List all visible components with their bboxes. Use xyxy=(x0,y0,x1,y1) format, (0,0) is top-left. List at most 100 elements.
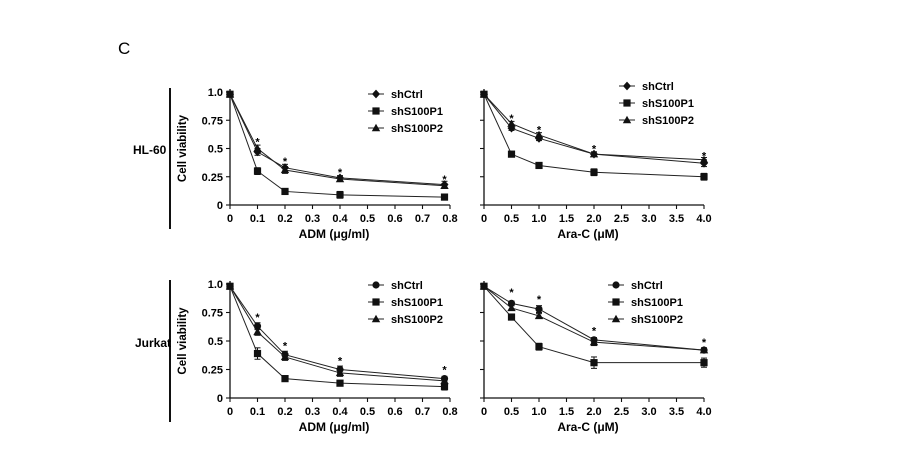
legend-label: shCtrl xyxy=(391,280,423,292)
y-tick-label: 0 xyxy=(217,200,223,212)
data-point xyxy=(699,345,709,354)
significance-star: * xyxy=(255,312,260,324)
data-point xyxy=(535,305,543,313)
data-point xyxy=(440,376,449,385)
x-tick-label: 0.1 xyxy=(250,213,265,225)
data-point xyxy=(507,313,516,321)
y-tick-label: 0.5 xyxy=(208,144,223,156)
data-point xyxy=(479,282,489,290)
significance-star: * xyxy=(702,150,707,162)
legend-item: shCtrl xyxy=(368,89,423,101)
legend-marker xyxy=(371,314,381,323)
legend-item: shCtrl xyxy=(608,280,663,292)
data-point xyxy=(253,167,262,175)
x-tick-label: 0.4 xyxy=(332,406,348,418)
x-tick-label: 0 xyxy=(227,406,233,418)
data-point xyxy=(535,343,543,351)
significance-star: * xyxy=(537,294,542,306)
significance-star: * xyxy=(702,337,707,349)
data-point xyxy=(225,90,235,98)
significance-star: * xyxy=(509,113,514,125)
y-axis-title: Cell viability xyxy=(177,307,189,375)
x-axis-title: Ara-C (μM) xyxy=(557,227,618,241)
legend-label: shCtrl xyxy=(642,81,674,93)
legend-label: shCtrl xyxy=(391,89,423,101)
legend-marker xyxy=(611,314,621,323)
x-tick-label: 3.5 xyxy=(669,213,684,225)
data-point xyxy=(281,187,289,196)
y-tick-label: 0.5 xyxy=(208,336,223,348)
data-point xyxy=(253,349,262,358)
data-point xyxy=(253,144,262,152)
legend-item: shS100P1 xyxy=(608,297,683,309)
data-point xyxy=(590,359,598,367)
legend-item: shS100P2 xyxy=(608,314,683,326)
x-tick-label: 0.8 xyxy=(442,406,457,418)
legend-label: shS100P1 xyxy=(642,98,694,110)
legend-marker xyxy=(372,281,380,289)
significance-star: * xyxy=(255,137,260,149)
legend-item: shS100P1 xyxy=(368,106,443,118)
x-tick-label: 1.5 xyxy=(559,406,574,418)
x-tick-label: 0.4 xyxy=(332,213,348,225)
data-point xyxy=(335,174,345,183)
legend-item: shCtrl xyxy=(368,280,423,292)
x-tick-label: 0.5 xyxy=(360,406,375,418)
x-tick-label: 2.5 xyxy=(614,406,629,418)
legend-marker xyxy=(371,123,381,132)
significance-star: * xyxy=(283,341,288,353)
y-tick-label: 1.0 xyxy=(208,279,223,291)
x-tick-label: 1.0 xyxy=(531,406,546,418)
significance-star: * xyxy=(592,144,597,156)
legend-label: shS100P2 xyxy=(642,115,694,127)
data-point xyxy=(700,359,708,367)
data-point xyxy=(507,303,516,312)
legend-marker xyxy=(372,107,380,115)
data-point xyxy=(507,119,516,127)
x-axis-title: Ara-C (μM) xyxy=(557,420,618,434)
legend-marker xyxy=(623,81,631,91)
x-tick-label: 2.0 xyxy=(586,406,601,418)
data-point xyxy=(589,337,599,346)
x-tick-label: 0.7 xyxy=(415,213,430,225)
data-point xyxy=(534,311,544,320)
legend-marker xyxy=(612,281,620,289)
x-tick-label: 0.3 xyxy=(305,406,320,418)
x-tick-label: 0.3 xyxy=(305,213,320,225)
data-point xyxy=(335,368,345,377)
data-point xyxy=(440,193,449,201)
x-tick-label: 0.2 xyxy=(277,213,292,225)
x-axis-title: ADM (μg/ml) xyxy=(299,420,370,434)
x-tick-label: 0.5 xyxy=(360,213,375,225)
charts-layer: 0 0.1 0.2 0.3 0.4 0.5 0.6 0.7 0.8 0 0.25 0.5 0.75 1.0… xyxy=(133,81,712,434)
legend-item: shS100P1 xyxy=(619,98,694,110)
data-point xyxy=(336,191,344,199)
data-point xyxy=(253,327,262,336)
row-label: Jurkat xyxy=(135,336,171,350)
data-point xyxy=(535,133,543,143)
data-point xyxy=(225,282,235,290)
chart-panel-3: 0 0.1 0.2 0.3 0.4 0.5 0.6 0.7 0.8 0 0.25 0.5 0.75 1.0… xyxy=(135,279,458,434)
series-shS100P2 xyxy=(479,282,709,354)
significance-star: * xyxy=(283,156,288,168)
significance-star: * xyxy=(338,167,343,179)
legend-item: shS100P1 xyxy=(368,297,443,309)
chart-panel-1: 0 0.1 0.2 0.3 0.4 0.5 0.6 0.7 0.8 0 0.25 0.5 0.75 1.0… xyxy=(133,87,458,241)
legend-label: shS100P2 xyxy=(391,314,443,326)
y-tick-label: 0.75 xyxy=(202,115,223,127)
significance-star: * xyxy=(338,355,343,367)
significance-star: * xyxy=(537,124,542,136)
x-tick-label: 0.8 xyxy=(442,213,457,225)
legend-item: shS100P2 xyxy=(368,314,443,326)
series-shS100P2 xyxy=(225,90,449,189)
legend-label: shS100P2 xyxy=(391,123,443,135)
data-point xyxy=(507,150,516,158)
legend-marker xyxy=(622,115,632,124)
row-label: HL-60 xyxy=(133,143,167,157)
data-point xyxy=(440,181,449,189)
data-point xyxy=(281,375,289,383)
legend: shCtrl shS100P1 shS100P2 xyxy=(368,89,443,135)
x-tick-label: 1.5 xyxy=(559,213,574,225)
x-tick-label: 0 xyxy=(481,406,487,418)
